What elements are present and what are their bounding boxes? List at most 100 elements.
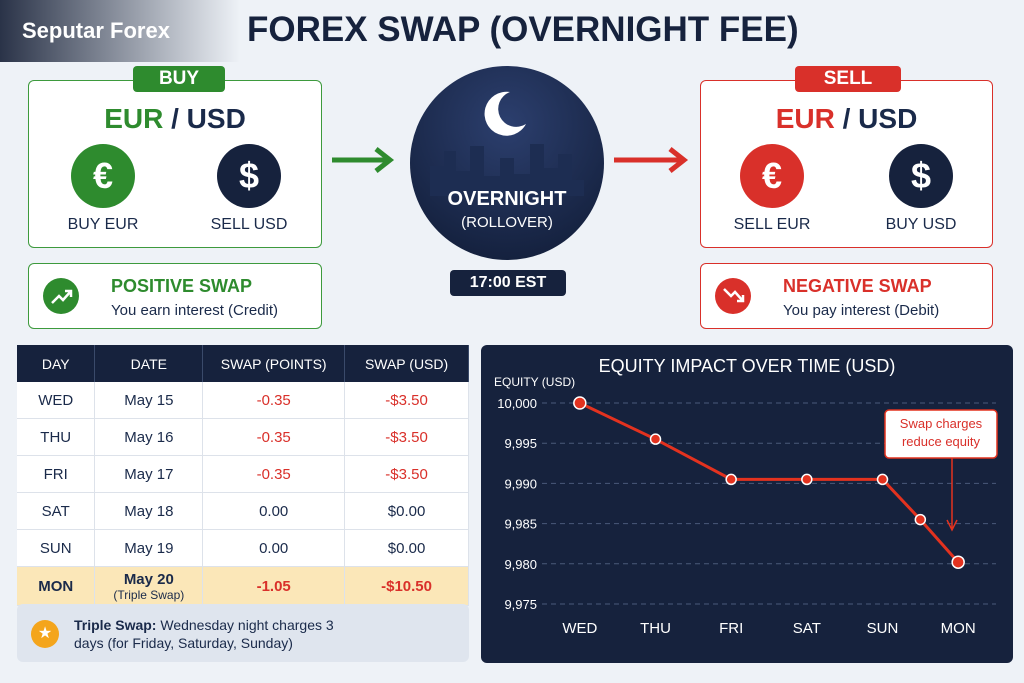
pair-quote: USD [186,103,246,134]
header-cell: DATE [94,345,204,382]
x-tick-label: FRI [719,620,743,637]
table-cell: -0.35 [202,382,346,419]
table-cell: -$3.50 [344,455,469,493]
annotation-box [884,409,998,459]
y-tick-label: 9,980 [504,557,537,572]
pair: EUR / USD [29,103,321,135]
footnote-text: Wednesday night charges 3 days (for Frid… [74,617,334,651]
x-tick-label: THU [640,620,671,637]
footnote-box: ★ Triple Swap: Wednesday night charges 3… [17,604,469,662]
table-cell: FRI [17,455,96,493]
buy-badge: BUY [133,66,225,92]
pair: EUR / USD [701,103,992,135]
table-row: MON May 20 (Triple Swap) -1.05 -$10.50 [17,566,469,606]
triple-note: (Triple Swap) [113,587,185,602]
label: SELL EUR [733,216,811,233]
footnote-bold: Triple Swap: [74,617,157,633]
overnight-circle: OVERNIGHT (ROLLOVER) [410,66,604,260]
swap-text: You earn interest (Credit) [111,302,279,319]
y-tick-label: 9,985 [504,517,537,532]
sell-badge: SELL [795,66,901,92]
header-cell: DAY [17,345,96,382]
down-icon [715,278,751,314]
y-tick-label: 10,000 [497,396,537,411]
table-cell: $0.00 [344,492,469,530]
euro-icon: € [740,144,804,208]
dollar-icon: $ [217,144,281,208]
overnight-subtitle: (ROLLOVER) [461,214,553,231]
pair-base: EUR [775,103,835,134]
point [573,396,587,410]
y-tick-label: 9,995 [504,436,537,451]
table-row: FRI May 17 -0.35 -$3.50 [17,455,469,493]
table-cell: -1.05 [202,566,346,606]
table-body: WED May 15 -0.35 -$3.50 THU May 16 -0.35 -$3.50… [17,382,469,606]
swap-table: DAY DATE SWAP (POINTS) SWAP (USD) WED May 15… [17,345,469,606]
table-cell: May 19 [94,529,204,567]
table-cell: SAT [17,492,96,530]
x-tick-label: MON [941,620,976,637]
page-title: FOREX SWAP (OVERNIGHT FEE) [247,10,799,49]
point [876,473,889,486]
time-badge: 17:00 EST [450,270,566,296]
green-arrow [332,147,395,173]
chart-title: EQUITY IMPACT OVER TIME (USD) [599,356,896,376]
table-row: WED May 15 -0.35 -$3.50 [17,382,469,419]
table-cell: WED [17,382,96,419]
table-cell: $0.00 [344,529,469,567]
annotation: Swap charges reduce equity [899,416,983,449]
table-cell: May 20 (Triple Swap) [94,566,204,606]
point [649,433,662,445]
table-cell: May 18 [94,492,204,530]
red-arrow [614,147,689,173]
table-cell: May 17 [94,455,204,493]
point [801,473,813,486]
x-tick-label: SAT [793,620,821,637]
overnight-title: OVERNIGHT [447,188,567,210]
table-row: SAT May 18 0.00 $0.00 [17,492,469,530]
star-icon: ★ [31,620,59,648]
table-row: THU May 16 -0.35 -$3.50 [17,418,469,456]
equity-chart: EQUITY IMPACT OVER TIME (USD) EQUITY (US… [481,345,1013,663]
city [430,144,584,196]
pair-sep: / [842,103,851,134]
pair-quote: USD [858,103,918,134]
table-cell: -$10.50 [344,566,469,606]
table-cell: THU [17,418,96,456]
table-cell: -$3.50 [344,382,469,419]
swap-text: You pay interest (Debit) [783,302,940,319]
table-cell: -0.35 [202,418,346,456]
annotation-holder: Swap charges reduce equity [899,416,983,449]
up-icon [43,278,79,314]
table-cell: 0.00 [202,529,346,567]
positive-box: POSITIVE SWAP You earn interest (Credit) [28,263,322,329]
swap-title: POSITIVE SWAP [111,276,253,296]
header-cell: SWAP (USD) [344,345,469,382]
brand-bar: Seputar Forex [0,0,240,62]
moon [484,91,526,136]
table-cell: -0.35 [202,455,346,493]
chart-panel [481,345,1013,663]
y-tick-label: 9,975 [504,597,537,612]
label: BUY USD [885,216,957,233]
point [914,513,927,526]
annotation-arrow [946,458,958,532]
negative-box: NEGATIVE SWAP You pay interest (Debit) [700,263,993,329]
footnote: Triple Swap: Wednesday night charges 3 d… [74,616,344,652]
dollar-icon: $ [889,144,953,208]
table-cell: SUN [17,529,96,567]
swap-title: NEGATIVE SWAP [783,276,932,296]
pair-sep: / [171,103,179,134]
table-cell: May 16 [94,418,204,456]
y-tick-label: 9,990 [504,476,537,491]
label: SELL USD [210,216,288,233]
label: BUY EUR [67,216,139,233]
table-cell: -$3.50 [344,418,469,456]
sell-box: EUR / USD € SELL EUR $ BUY USD [700,80,993,248]
x-tick-label: WED [562,620,597,637]
y-axis-label: EQUITY (USD) [494,375,575,389]
point [725,473,737,486]
header-row: DAY DATE SWAP (POINTS) SWAP (USD) [17,345,469,382]
table-cell: May 15 [94,382,204,419]
